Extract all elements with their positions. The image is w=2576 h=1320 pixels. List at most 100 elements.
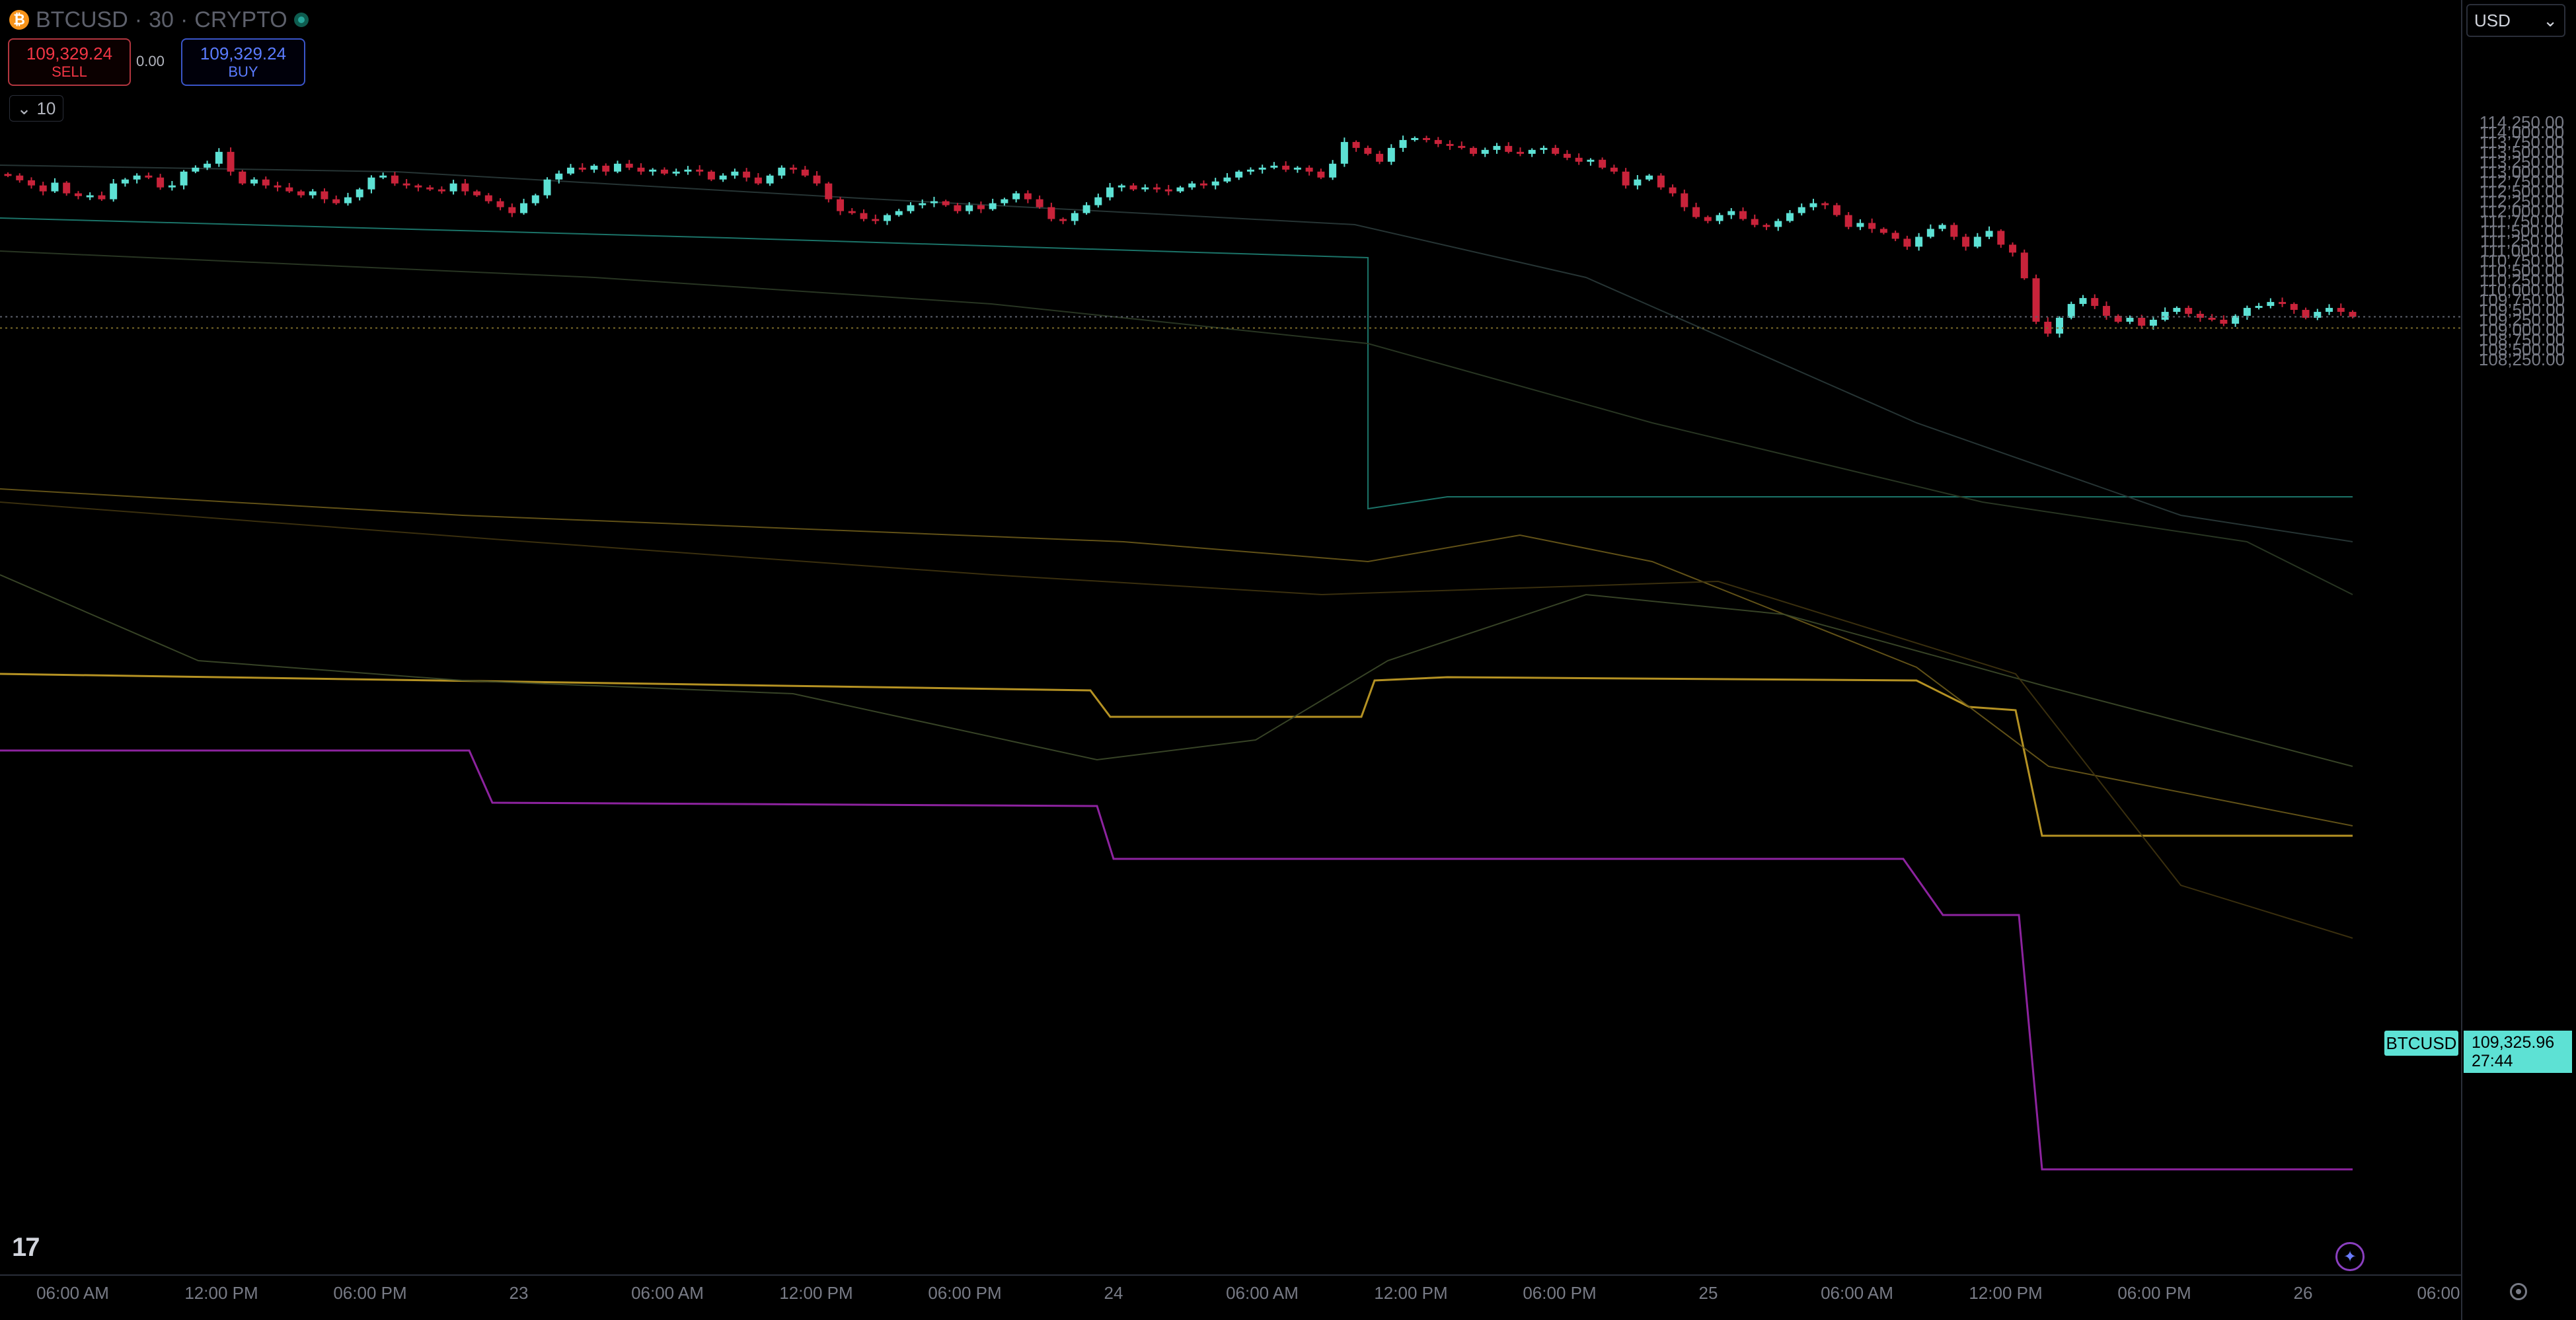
candle-body — [872, 219, 880, 221]
candle-body — [1599, 159, 1607, 168]
candle-body — [696, 169, 704, 172]
candle-body — [1926, 229, 1934, 237]
candle-body — [1962, 237, 1970, 247]
price-tick-label: 113,500.00 — [2480, 142, 2564, 162]
candle-body — [1528, 149, 1536, 154]
candle-body — [1716, 215, 1724, 221]
candle-body — [1036, 199, 1043, 207]
price-tick-label: 108,250.00 — [2479, 349, 2565, 369]
price-tick-label: 114,250.00 — [2480, 112, 2564, 132]
indicator-line — [0, 217, 2353, 510]
symbol-name: BTCUSD — [36, 7, 128, 32]
sell-label: SELL — [52, 63, 87, 80]
candle-body — [1669, 187, 1677, 194]
separator-dot: · — [134, 7, 143, 32]
indicator-line — [0, 749, 2353, 1171]
candle-body — [250, 179, 258, 184]
indicator-lines — [0, 165, 2353, 1171]
candle-body — [1751, 219, 1759, 225]
chevron-down-icon: ⌄ — [2543, 10, 2557, 30]
candle-body — [1001, 199, 1008, 203]
candle-body — [1692, 207, 1700, 217]
price-tick-label: 108,750.00 — [2479, 330, 2565, 349]
buy-button[interactable]: 109,329.24 BUY — [181, 38, 305, 86]
time-tick-label: 24 — [1104, 1283, 1123, 1303]
candle-body — [1915, 237, 1923, 247]
price-tick-label: 108,500.00 — [2479, 340, 2565, 359]
candle-body — [1423, 137, 1431, 140]
candle-body — [168, 185, 176, 188]
candle-body — [86, 195, 94, 198]
symbol-header[interactable]: ₿ BTCUSD · 30 · CRYPTO — [9, 5, 309, 34]
candle-body — [367, 177, 375, 190]
currency-select[interactable]: USD ⌄ — [2466, 4, 2565, 37]
candle-body — [1739, 211, 1747, 219]
candle-body — [778, 167, 786, 176]
candle-body — [1610, 167, 1618, 172]
candle-body — [1681, 193, 1688, 207]
interval-label: 30 — [149, 7, 174, 32]
indicator-line — [0, 673, 2353, 837]
candle-body — [1364, 147, 1372, 154]
candle-body — [1470, 147, 1477, 154]
candle-body — [919, 203, 927, 205]
candle-body — [4, 174, 12, 176]
candle-body — [2138, 318, 2146, 326]
candle-body — [2326, 308, 2333, 312]
candle-body — [1024, 193, 1032, 200]
indicators-toggle[interactable]: ⌄ 10 — [9, 95, 63, 122]
candle-body — [766, 175, 774, 184]
candle-body — [1340, 141, 1348, 164]
candle-body — [2302, 310, 2310, 318]
candle-body — [1188, 183, 1196, 188]
time-tick-label: 06:00 AM — [1821, 1283, 1893, 1303]
candle-body — [1199, 183, 1207, 186]
candle-body — [813, 175, 821, 184]
candle-body — [274, 185, 282, 188]
sell-price: 109,329.24 — [26, 44, 113, 63]
candle-body — [1985, 231, 1993, 237]
candle-body — [297, 191, 305, 196]
candle-body — [1844, 215, 1852, 227]
market-open-dot-icon — [293, 13, 309, 27]
price-tick-label: 109,250.00 — [2479, 310, 2565, 330]
candle-body — [1305, 167, 1313, 172]
candle-body — [1012, 193, 1020, 200]
time-tick-label: 06:00 — [2417, 1283, 2460, 1303]
candle-body — [2079, 298, 2087, 305]
candle-body — [133, 175, 141, 180]
candle-body — [1118, 185, 1125, 188]
candle-body — [1387, 147, 1395, 162]
candle-body — [1587, 159, 1595, 162]
gear-icon[interactable] — [2510, 1283, 2527, 1300]
candle-body — [743, 171, 751, 178]
sell-button[interactable]: 109,329.24 SELL — [8, 38, 131, 86]
sparkle-assistant-icon[interactable]: ✦ — [2335, 1242, 2365, 1271]
candle-body — [321, 191, 328, 200]
candle-body — [1106, 187, 1114, 198]
time-tick-label: 26 — [2294, 1283, 2313, 1303]
candle-body — [719, 175, 727, 180]
indicators-count: 10 — [36, 98, 56, 118]
candle-body — [1211, 181, 1219, 186]
candle-body — [801, 169, 809, 176]
candle-body — [1798, 207, 1805, 213]
candle-body — [637, 167, 645, 172]
candle-body — [2173, 308, 2181, 312]
candle-body — [1903, 238, 1911, 247]
candle-body — [613, 163, 621, 172]
candle-body — [1446, 143, 1454, 146]
candle-body — [602, 165, 610, 172]
candle-body — [1094, 197, 1102, 205]
price-tick-label: 110,500.00 — [2480, 260, 2564, 280]
candle-body — [2267, 302, 2275, 307]
candle-body — [262, 179, 270, 186]
candle-body — [215, 151, 223, 164]
candle-body — [1399, 139, 1407, 148]
tradingview-logo[interactable]: 17 — [12, 1233, 40, 1262]
candle-body — [1258, 167, 1266, 170]
candlestick-series — [4, 135, 2357, 338]
candle-body — [1164, 189, 1172, 192]
candle-body — [1071, 213, 1079, 221]
